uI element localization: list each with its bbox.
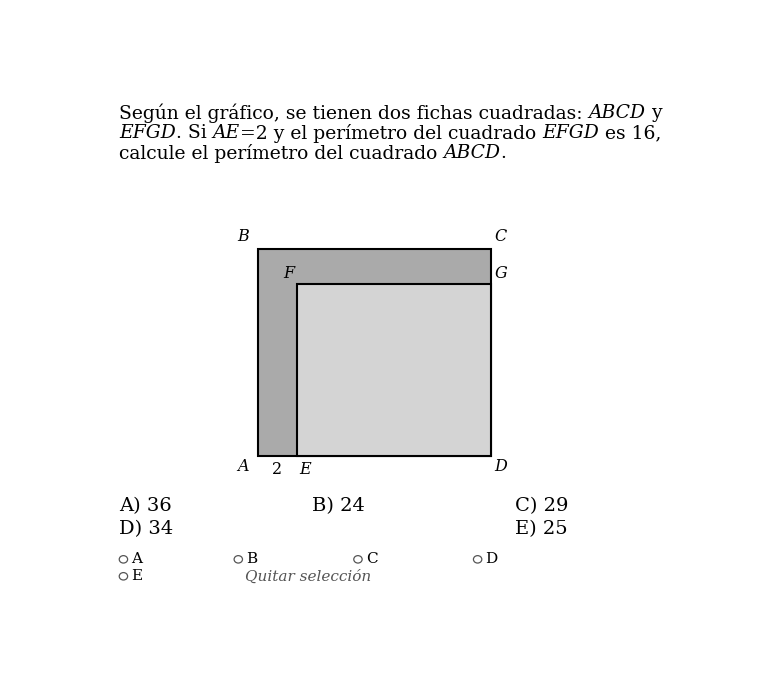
Text: D: D <box>494 458 507 475</box>
Text: D) 34: D) 34 <box>119 519 174 537</box>
Text: A: A <box>131 552 142 566</box>
Text: Quitar selección: Quitar selección <box>245 569 371 583</box>
Text: A) 36: A) 36 <box>119 497 172 515</box>
Text: B: B <box>237 228 249 245</box>
Text: E) 25: E) 25 <box>516 519 568 537</box>
Bar <box>297 284 492 456</box>
Text: C: C <box>494 228 506 245</box>
Text: B) 24: B) 24 <box>312 497 364 515</box>
Text: A: A <box>238 458 249 475</box>
Text: F: F <box>283 265 294 282</box>
Text: EFGD: EFGD <box>542 124 599 142</box>
Text: AE: AE <box>213 124 240 142</box>
Bar <box>258 250 492 456</box>
Text: ABCD: ABCD <box>444 144 500 162</box>
Text: E: E <box>131 569 142 583</box>
Text: EFGD: EFGD <box>119 124 176 142</box>
Text: .: . <box>500 144 506 162</box>
Text: C: C <box>366 552 378 566</box>
Text: 2: 2 <box>272 462 283 478</box>
Text: y: y <box>645 104 662 122</box>
Text: B: B <box>246 552 257 566</box>
Text: ABCD: ABCD <box>589 104 645 122</box>
Text: G: G <box>494 265 507 282</box>
Text: D: D <box>486 552 498 566</box>
Text: es 16,: es 16, <box>599 124 662 142</box>
Text: E: E <box>300 462 311 478</box>
Text: Según el gráfico, se tienen dos fichas cuadradas:: Según el gráfico, se tienen dos fichas c… <box>119 104 589 123</box>
Text: . Si: . Si <box>176 124 213 142</box>
Text: calcule el perímetro del cuadrado: calcule el perímetro del cuadrado <box>119 144 444 163</box>
Text: =2 y el perímetro del cuadrado: =2 y el perímetro del cuadrado <box>240 124 542 143</box>
Text: C) 29: C) 29 <box>516 497 569 515</box>
